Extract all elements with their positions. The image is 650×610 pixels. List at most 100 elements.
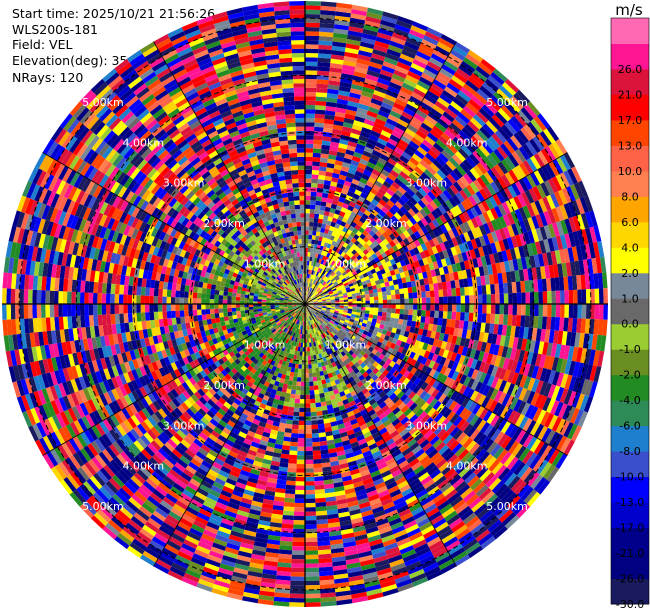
range-gate-cell — [412, 181, 422, 191]
range-gate-cell — [358, 257, 365, 264]
range-gate-cell — [453, 71, 468, 84]
range-gate-cell — [404, 293, 409, 299]
range-gate-cell — [577, 180, 588, 197]
range-gate-cell — [376, 202, 384, 210]
range-gate-cell — [305, 165, 313, 170]
range-gate-cell — [412, 292, 418, 299]
range-gate-cell — [479, 126, 492, 139]
range-gate-cell — [435, 216, 444, 227]
range-gate-cell — [536, 184, 547, 199]
range-gate-cell — [463, 221, 472, 232]
range-gate-cell — [500, 105, 515, 119]
range-gate-cell — [464, 295, 470, 304]
range-gate-cell — [565, 186, 576, 202]
range-gate-cell — [434, 100, 448, 112]
range-gate-cell — [385, 286, 391, 292]
range-gate-cell — [488, 117, 502, 131]
range-gate-cell — [419, 159, 430, 169]
range-gate-cell — [363, 24, 379, 33]
range-gate-cell — [371, 126, 383, 134]
range-gate-cell — [397, 15, 414, 26]
range-gate-cell — [381, 312, 387, 317]
range-gate-cell — [296, 455, 305, 460]
range-gate-cell — [305, 476, 315, 482]
range-gate-cell — [347, 205, 355, 212]
range-gate-cell — [471, 228, 479, 239]
range-gate-cell — [333, 120, 344, 127]
range-gate-cell — [308, 239, 312, 244]
range-gate-cell — [345, 286, 351, 291]
range-gate-cell — [348, 186, 357, 194]
range-gate-cell — [338, 143, 348, 150]
range-gate-cell — [317, 179, 325, 185]
range-gate-cell — [514, 234, 523, 247]
range-gate-cell — [487, 169, 498, 182]
range-gate-cell — [379, 69, 394, 78]
range-gate-cell — [316, 410, 323, 416]
range-gate-cell — [337, 290, 343, 294]
range-gate-cell — [338, 90, 350, 97]
range-gate-cell — [382, 97, 395, 107]
range-gate-cell — [371, 198, 379, 206]
range-gate-cell — [495, 293, 500, 304]
range-gate-cell — [441, 64, 456, 76]
range-gate-cell — [329, 225, 335, 232]
range-gate-cell — [446, 173, 457, 185]
range-gate-cell — [470, 135, 482, 148]
range-gate-cell — [538, 198, 548, 213]
range-gate-cell — [309, 293, 313, 297]
range-gate-cell — [472, 69, 488, 82]
range-gate-cell — [293, 524, 305, 530]
range-gate-cell — [374, 40, 390, 49]
range-gate-cell — [315, 92, 328, 98]
range-gate-cell — [314, 493, 326, 499]
range-gate-cell — [374, 85, 388, 94]
range-gate-cell — [329, 294, 335, 298]
range-gate-cell — [484, 101, 498, 115]
range-gate-cell — [317, 183, 324, 189]
range-gate-cell — [387, 218, 396, 226]
range-gate-cell — [291, 563, 305, 569]
range-gate-cell — [338, 249, 344, 255]
range-gate-cell — [324, 110, 336, 116]
range-gate-cell — [430, 175, 441, 186]
range-gate-cell — [429, 162, 440, 173]
range-gate-cell — [410, 233, 418, 242]
range-gate-cell — [402, 202, 412, 212]
range-gate-cell — [365, 180, 375, 188]
range-gate-cell — [372, 48, 387, 57]
range-gate-cell — [434, 252, 441, 262]
range-gate-cell — [404, 147, 415, 157]
range-gate-cell — [372, 240, 380, 247]
range-gate-cell — [308, 300, 313, 303]
range-gate-cell — [563, 203, 573, 219]
range-gate-cell — [527, 217, 536, 231]
range-gate-cell — [291, 385, 297, 391]
range-gate-cell — [403, 270, 410, 278]
range-gate-cell — [404, 211, 413, 220]
range-gate-cell — [417, 228, 425, 237]
range-gate-cell — [409, 216, 418, 226]
range-gate-cell — [363, 209, 372, 217]
range-gate-cell — [537, 167, 548, 183]
range-gate-cell — [391, 73, 406, 83]
range-gate-cell — [321, 274, 326, 280]
range-gate-cell — [326, 93, 339, 99]
range-gate-cell — [319, 268, 323, 274]
range-gate-cell — [324, 114, 335, 121]
range-gate-cell — [347, 270, 353, 276]
range-gate-cell — [424, 152, 436, 163]
range-gate-cell — [335, 11, 352, 18]
range-gate-cell — [305, 559, 319, 564]
range-gate-cell — [335, 247, 341, 254]
range-gate-cell — [515, 315, 522, 327]
range-gate-cell — [405, 176, 416, 185]
range-gate-cell — [312, 289, 316, 294]
range-gate-cell — [338, 254, 344, 261]
range-gate-cell — [361, 188, 370, 196]
range-gate-cell — [388, 265, 394, 272]
range-gate-cell — [355, 111, 367, 119]
range-gate-cell — [508, 293, 513, 304]
range-gate-cell — [371, 226, 379, 234]
range-gate-cell — [546, 125, 560, 142]
